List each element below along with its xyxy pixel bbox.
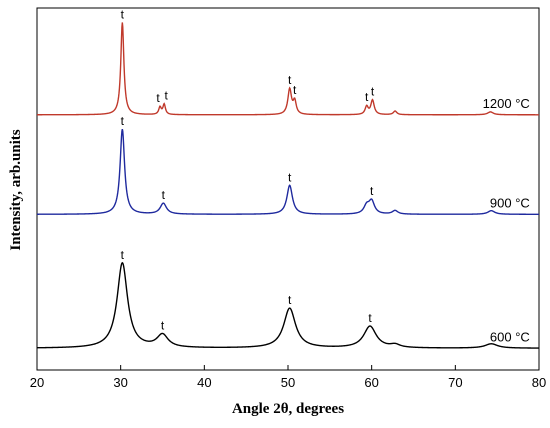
peak-label: t [165, 89, 169, 103]
x-tick-label: 30 [113, 375, 127, 390]
series-line [37, 261, 539, 349]
peak-label: t [121, 114, 125, 128]
peak-label: t [368, 311, 372, 325]
peak-label: t [121, 7, 125, 21]
series-label: 1200 °C [483, 96, 530, 111]
peak-label: t [161, 318, 165, 332]
x-axis-title: Angle 2θ, degrees [232, 401, 344, 417]
peak-label: t [365, 90, 369, 104]
peak-label: t [288, 73, 292, 87]
peak-label: t [162, 188, 166, 202]
peak-label: t [371, 85, 375, 99]
x-tick-label: 80 [532, 375, 546, 390]
series-lines [37, 22, 539, 349]
peak-label: t [370, 184, 374, 198]
x-tick-label: 60 [364, 375, 378, 390]
series-line [37, 129, 539, 215]
x-tick-label: 70 [448, 375, 462, 390]
peak-label: t [288, 293, 292, 307]
peak-label: t [156, 91, 160, 105]
peak-label: t [293, 83, 297, 97]
y-axis-title: Intensity, arb.units [8, 129, 24, 250]
series-line [37, 22, 539, 116]
x-tick-label: 20 [30, 375, 44, 390]
peak-label: t [121, 248, 125, 262]
series-label: 600 °C [490, 329, 530, 344]
x-tick-label: 50 [281, 375, 295, 390]
peak-label: t [288, 170, 292, 184]
x-tick-label: 40 [197, 375, 211, 390]
series-labels: 1200 °C 900 °C 600 °C [483, 96, 530, 344]
series-label: 900 °C [490, 195, 530, 210]
x-axis-ticks: 20 30 40 50 60 70 80 [30, 365, 546, 390]
